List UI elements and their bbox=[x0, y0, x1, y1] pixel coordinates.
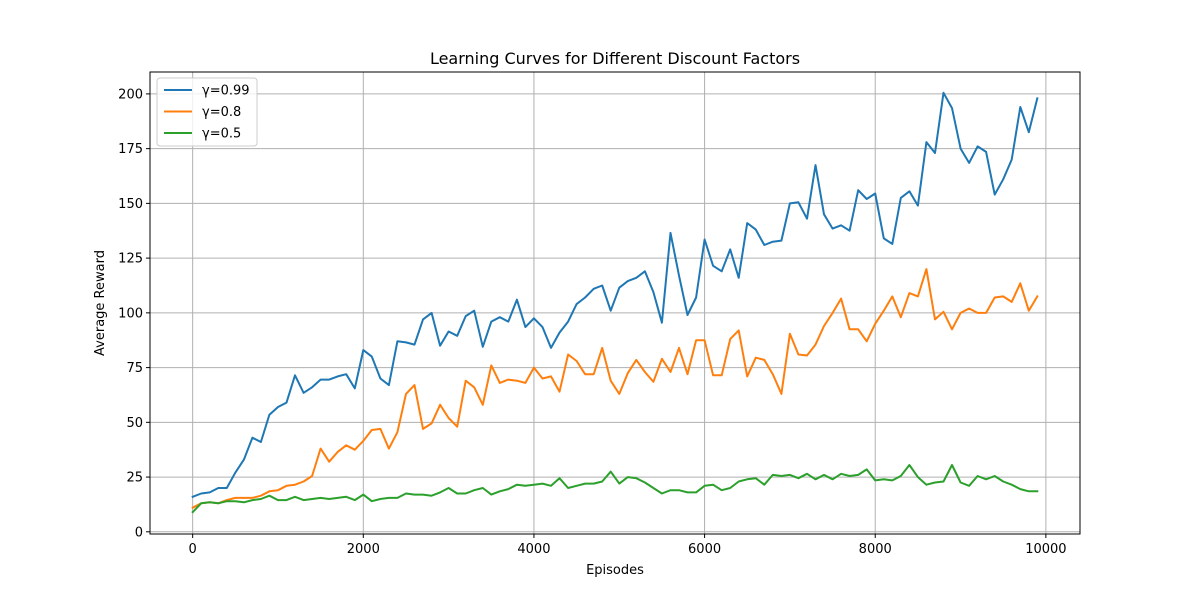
x-tick-label: 2000 bbox=[347, 542, 380, 557]
legend: γ=0.99 γ=0.8 γ=0.5 bbox=[156, 77, 258, 147]
legend-label-1: γ=0.8 bbox=[202, 105, 241, 120]
legend-label-2: γ=0.5 bbox=[202, 127, 241, 142]
chart-title: Learning Curves for Different Discount F… bbox=[430, 49, 800, 68]
plot-frame bbox=[149, 71, 1081, 535]
series-lines bbox=[191, 91, 1039, 514]
series-line-2 bbox=[191, 464, 1039, 514]
y-axis-ticks: 0 25 50 75 100 125 150 175 200 bbox=[118, 87, 150, 540]
grid-lines bbox=[150, 72, 1080, 534]
x-tick-label: 6000 bbox=[688, 542, 721, 557]
y-tick-label: 150 bbox=[118, 197, 143, 212]
y-tick-label: 200 bbox=[118, 87, 143, 102]
y-tick-label: 0 bbox=[135, 525, 143, 540]
x-tick-label: 10000 bbox=[1025, 542, 1066, 557]
y-axis-label: Average Reward bbox=[93, 250, 108, 356]
x-tick-label: 0 bbox=[189, 542, 197, 557]
series-line-0 bbox=[191, 91, 1039, 499]
y-tick-label: 25 bbox=[126, 471, 143, 486]
y-tick-label: 50 bbox=[126, 416, 143, 431]
x-tick-label: 4000 bbox=[517, 542, 550, 557]
y-tick-label: 75 bbox=[126, 361, 143, 376]
legend-label-0: γ=0.99 bbox=[202, 84, 250, 99]
legend-box bbox=[156, 77, 258, 147]
y-tick-label: 125 bbox=[118, 252, 143, 267]
y-tick-label: 100 bbox=[118, 306, 143, 321]
plot-area-background bbox=[150, 72, 1080, 534]
series-line-1 bbox=[191, 268, 1039, 510]
x-tick-label: 8000 bbox=[859, 542, 892, 557]
x-axis-ticks: 0 2000 4000 6000 8000 10000 bbox=[189, 534, 1067, 557]
x-axis-label: Episodes bbox=[586, 563, 644, 578]
y-tick-label: 175 bbox=[118, 142, 143, 157]
